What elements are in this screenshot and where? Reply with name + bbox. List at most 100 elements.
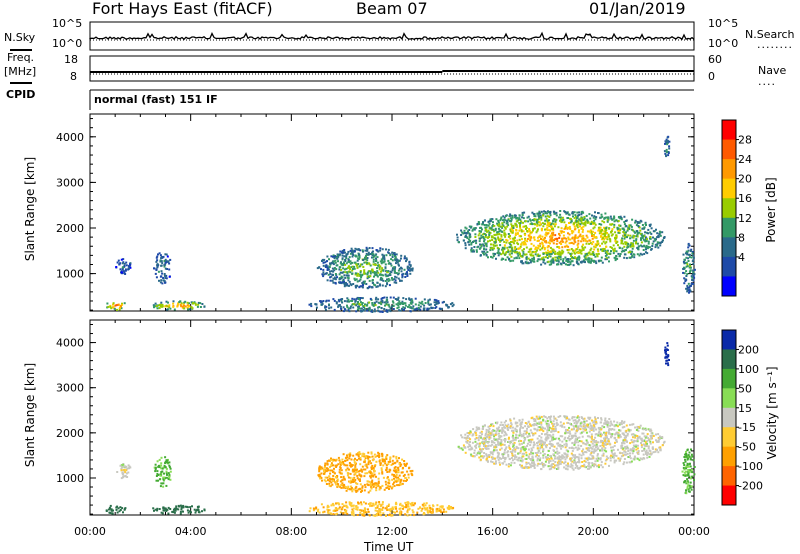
chart-mark-cell [554,430,557,432]
chart-mark-cell [372,304,375,307]
chart-mark-cell [122,511,124,514]
chart-mark-cell [332,475,335,477]
chart-mark-cell [167,478,170,481]
chart-mark-cell [478,456,481,459]
chart-mark-cell [595,446,597,449]
chart-mark-cell [507,224,510,227]
chart-mark-cell [514,249,517,252]
chart-mark-cell [645,435,648,438]
chart-mark-cell [514,234,517,236]
chart-mark-cell [689,265,692,268]
chart-mark-cell [389,510,392,513]
chart-mark-cell [639,232,642,235]
chart-mark-cell [182,510,184,513]
chart-mark-cell [376,454,379,457]
chart-mark-cell [663,236,666,238]
chart-mark-cell [555,437,558,440]
chart-mark-cell [552,233,554,236]
chart-mark-cell [625,225,628,227]
chart-mark-cell [516,458,519,461]
chart-mark-cell [479,243,481,246]
chart-mark-cell [626,452,629,455]
chart-mark-cell [375,482,378,485]
chart-mark-cell [161,467,164,470]
chart-mark-cell [554,252,557,255]
chart-mark-cell [642,235,644,238]
chart-mark-cell [443,300,445,303]
chart-mark-cell [583,217,586,220]
chart-mark-cell [400,254,403,257]
chart-mark-cell [391,278,394,281]
chart-mark-cell [549,460,552,463]
chart-mark-cell [164,466,167,469]
chart-mark-cell [607,256,610,259]
chart-mark-cell [594,463,597,466]
chart-mark-cell [468,229,471,231]
chart-mark-cell [394,279,397,282]
chart-mark-cell [481,223,484,226]
chart-mark-cell [565,258,568,261]
chart-mark-cell [359,301,362,304]
chart-mark-cell [419,506,422,509]
chart-mark-cell [347,485,350,488]
chart-mark-cell [586,240,589,243]
chart-mark-cell [466,237,469,239]
chart-mark-cell [515,224,518,227]
chart-mark-cell [378,452,381,455]
chart-mark-cell [460,447,463,450]
chart-mark-cell [329,276,332,279]
chart-mark-cell [381,459,384,462]
chart-mark-cell [352,512,355,515]
chart-mark-cell [345,489,348,492]
chart-mark-cell [557,460,560,463]
chart-mark-cell [649,434,652,437]
chart-mark-cell [343,255,346,258]
chart-mark-cell [451,302,454,305]
chart-mark-cell [406,265,409,268]
chart-mark-cell [385,455,388,458]
chart-mark-cell [407,473,410,476]
chart-mark-cell [373,473,376,476]
chart-mark-cell [310,305,313,308]
chart-mark-cell [622,463,625,466]
chart-mark-cell [640,234,643,237]
chart-mark-cell [640,241,643,244]
chart-mark-cell [577,427,580,430]
chart-mark-cell [510,223,513,226]
chart-mark-cell [312,507,315,510]
chart-mark-cell [159,259,162,262]
chart-mark-cell [551,248,554,251]
chart-mark-cell [576,258,578,261]
chart-mark-cell [508,246,511,249]
chart-mark-cell [355,453,358,456]
chart-mark-cell [325,264,328,267]
chart-mark-cell [365,465,368,468]
chart-mark-cell [114,304,117,307]
chart-mark-cell [541,446,544,449]
chart-mark-cell [157,465,160,468]
chart-mark-cell [334,281,337,284]
chart-mark-cell [367,491,370,494]
chart-mark-cell [332,262,335,265]
chart-mark-cell [340,275,343,278]
chart-mark-cell [578,418,581,421]
chart-mark-cell [498,230,501,233]
chart-mark-cell [524,237,527,240]
chart-mark-cell [159,485,162,488]
chart-mark-cell [159,254,162,257]
chart-mark-cell [576,251,578,254]
chart-mark-cell [364,486,367,489]
chart-mark-cell [584,238,587,241]
chart-mark-cell [492,228,495,231]
chart-mark-cell [357,502,360,505]
chart-mark-cell [154,302,157,305]
chart-mark-cell [489,227,492,230]
chart-mark-cell [688,289,690,292]
chart-mark-cell [401,300,404,303]
chart-mark-cell [378,510,381,513]
chart-mark-cell [464,244,467,247]
chart-mark-cell [329,469,332,472]
chart-mark-cell [395,253,398,256]
chart-mark-cell [504,432,507,435]
chart-mark-cell [375,486,378,489]
